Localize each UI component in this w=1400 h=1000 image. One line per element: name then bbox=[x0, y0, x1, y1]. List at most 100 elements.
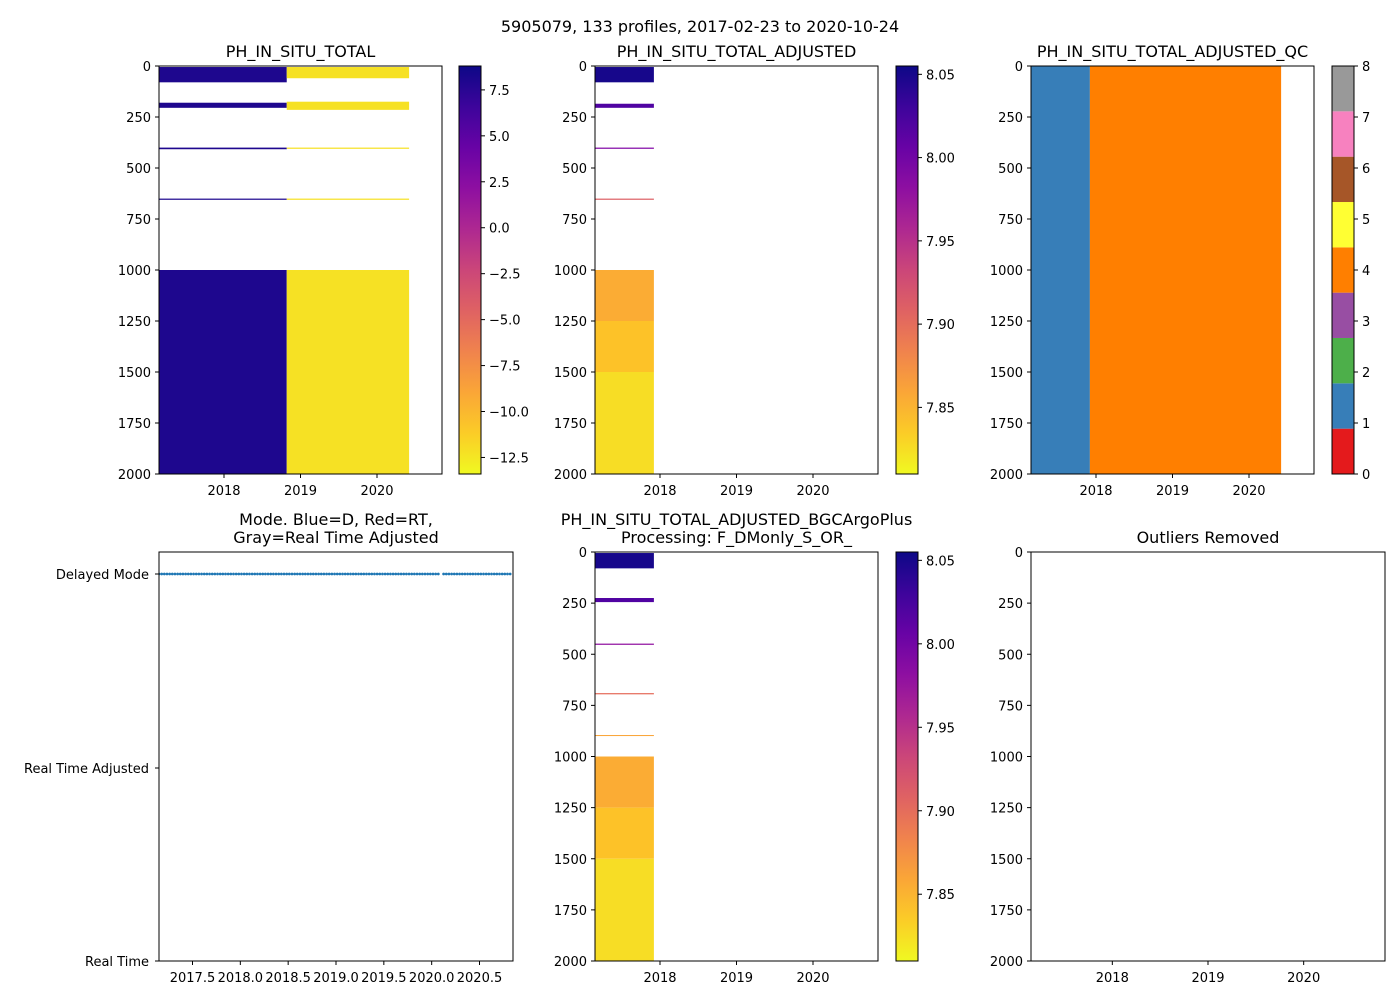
x-tick-label: 2018 bbox=[643, 971, 676, 986]
heatmap-cell bbox=[595, 858, 654, 961]
scatter-point bbox=[362, 572, 366, 576]
panel-p4: Mode. Blue=D, Red=RT,Gray=Real Time Adju… bbox=[24, 510, 514, 986]
scatter-point bbox=[264, 572, 267, 576]
y-tick-label: 250 bbox=[998, 597, 1023, 612]
scatter-point bbox=[200, 572, 203, 576]
heatmap-cell bbox=[595, 553, 654, 569]
panel-subtitle: Gray=Real Time Adjusted bbox=[233, 528, 439, 547]
scatter-point bbox=[248, 572, 251, 576]
panel-title: PH_IN_SITU_TOTAL_ADJUSTED_BGCArgoPlus bbox=[561, 510, 913, 530]
scatter-point bbox=[359, 572, 363, 576]
y-tick-label: 1000 bbox=[554, 751, 587, 766]
colorbar-tick-label: 7 bbox=[1362, 111, 1370, 126]
x-tick-label: 2019 bbox=[1191, 971, 1224, 986]
colorbar-segment bbox=[1332, 111, 1354, 157]
scatter-point bbox=[490, 572, 493, 576]
scatter-point bbox=[460, 572, 464, 576]
colorbar-tick-label: −12.5 bbox=[489, 451, 529, 466]
y-tick-label: 0 bbox=[143, 60, 151, 75]
heatmap-cell bbox=[286, 147, 410, 149]
y-tick-label: 1250 bbox=[990, 802, 1023, 817]
scatter-point bbox=[495, 572, 499, 576]
scatter-point bbox=[407, 572, 411, 576]
heatmap-cell bbox=[595, 756, 654, 808]
scatter-point bbox=[176, 572, 180, 576]
panel-p2: PH_IN_SITU_TOTAL_ADJUSTED 0 250 500 750 1000 1… bbox=[554, 42, 955, 499]
scatter-point bbox=[282, 572, 286, 576]
scatter-point bbox=[173, 572, 177, 576]
colorbar-tick-label: 8.05 bbox=[926, 554, 955, 569]
scatter-point bbox=[301, 572, 305, 576]
scatter-point bbox=[349, 572, 352, 576]
y-tick-label: 500 bbox=[998, 648, 1023, 663]
y-tick-label: 2000 bbox=[118, 468, 151, 483]
y-tick-label: 250 bbox=[562, 597, 587, 612]
colorbar-fill bbox=[896, 552, 918, 961]
scatter-point bbox=[295, 572, 299, 576]
scatter-point bbox=[426, 572, 430, 576]
colorbar-frame bbox=[895, 65, 919, 475]
scatter-point bbox=[327, 572, 331, 576]
scatter-point bbox=[404, 572, 408, 576]
heatmap-cell bbox=[159, 102, 287, 108]
scatter-point bbox=[442, 572, 446, 576]
x-tick-label: 2018.5 bbox=[265, 971, 311, 986]
heatmap-cell bbox=[595, 321, 654, 372]
scatter-point bbox=[397, 572, 400, 576]
colorbar-tick-label: 7.5 bbox=[489, 84, 510, 99]
y-tick-label: 250 bbox=[998, 111, 1023, 126]
scatter-point bbox=[386, 572, 390, 576]
colorbar-segment bbox=[1332, 337, 1354, 384]
colorbar-tick-label: 7.90 bbox=[926, 318, 955, 333]
y-tick-label: 1250 bbox=[990, 315, 1023, 330]
x-tick-label: 2018 bbox=[1096, 971, 1129, 986]
panel-title: Mode. Blue=D, Red=RT, bbox=[239, 510, 433, 529]
scatter-point bbox=[279, 572, 283, 576]
scatter-point bbox=[503, 572, 507, 576]
x-tick-label: 2019 bbox=[284, 484, 317, 499]
colorbar-tick-label: 5.0 bbox=[489, 130, 510, 145]
y-tick-label: 0 bbox=[579, 60, 587, 75]
y-tick-label: 500 bbox=[998, 162, 1023, 177]
colorbar-segment bbox=[1332, 247, 1354, 293]
scatter-point bbox=[367, 572, 371, 576]
scatter-point bbox=[232, 572, 235, 576]
y-tick-label: 1000 bbox=[118, 264, 151, 279]
scatter-point bbox=[269, 572, 273, 576]
panel-p3: PH_IN_SITU_TOTAL_ADJUSTED_QC025050075010… bbox=[990, 42, 1370, 499]
colorbar: 8.05 8.00 7.95 7.90 7.85 bbox=[895, 551, 955, 962]
x-tick-label: 2017.5 bbox=[170, 971, 216, 986]
plot-area bbox=[595, 67, 654, 474]
scatter-point bbox=[434, 572, 438, 576]
scatter-point bbox=[338, 572, 342, 576]
scatter-point bbox=[322, 572, 326, 576]
scatter-point bbox=[311, 572, 315, 576]
y-tick-label: 2000 bbox=[990, 468, 1023, 483]
scatter-point bbox=[306, 572, 310, 576]
y-tick-label: 1000 bbox=[990, 264, 1023, 279]
scatter-point bbox=[205, 572, 209, 576]
heatmap-cell bbox=[286, 198, 410, 200]
colorbar-fill bbox=[896, 66, 918, 474]
scatter-point bbox=[402, 572, 406, 576]
x-tick-label: 2020 bbox=[1287, 971, 1320, 986]
scatter-point bbox=[415, 572, 419, 576]
x-tick-label: 2019 bbox=[720, 484, 753, 499]
colorbar-tick-label: 3 bbox=[1362, 315, 1370, 330]
scatter-point bbox=[482, 572, 485, 576]
y-tick-label: 1750 bbox=[118, 417, 151, 432]
scatter-point bbox=[373, 572, 376, 576]
scatter-point bbox=[290, 572, 294, 576]
colorbar-frame bbox=[895, 551, 919, 962]
scatter-point bbox=[458, 572, 461, 576]
y-tick-label: 0 bbox=[579, 546, 587, 561]
y-tick-label: 2000 bbox=[554, 955, 587, 970]
y-tick-label: 1500 bbox=[554, 853, 587, 868]
scatter-point bbox=[452, 572, 456, 576]
plot-area bbox=[159, 572, 512, 576]
x-tick-label: 2018 bbox=[643, 484, 676, 499]
scatter-point bbox=[314, 572, 318, 576]
axes-frame bbox=[1030, 551, 1386, 962]
scatter-point bbox=[506, 572, 509, 576]
